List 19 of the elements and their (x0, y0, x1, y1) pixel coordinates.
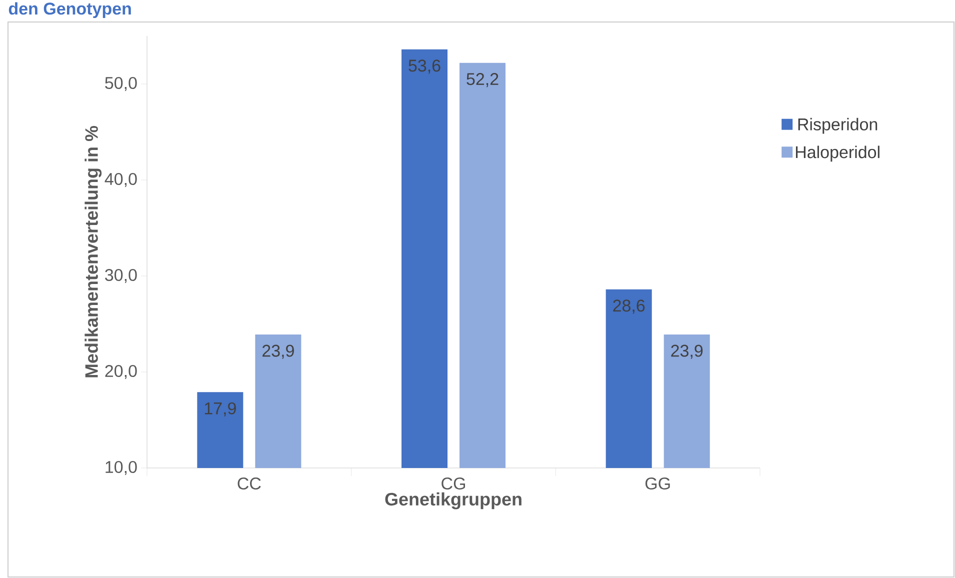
y-tick-label: 10,0 (106, 460, 137, 476)
data-label: 23,9 (671, 344, 703, 359)
x-tick-label: CC (238, 478, 261, 490)
data-label: 53,6 (408, 60, 440, 74)
x-tick-label: GG (645, 478, 670, 490)
y-axis-title: Medikamentenverteilung in % (84, 126, 102, 378)
x-axis-title: Genetikgruppen (385, 492, 522, 510)
y-tick-label: 40,0 (104, 172, 137, 188)
chart-title: den Genotypen (8, 2, 131, 18)
data-label: 28,6 (613, 300, 645, 314)
legend-label: Risperidon (798, 118, 878, 134)
x-tick-label: CG (442, 478, 465, 490)
legend-label: Haloperidol (796, 146, 880, 162)
y-tick-label: 20,0 (105, 364, 137, 380)
y-tick-label: 30,0 (105, 268, 137, 284)
data-label: 52,2 (466, 73, 498, 88)
y-tick-label: 50,0 (105, 76, 137, 92)
data-label: 23,9 (262, 344, 294, 359)
data-label: 17,9 (204, 402, 236, 416)
